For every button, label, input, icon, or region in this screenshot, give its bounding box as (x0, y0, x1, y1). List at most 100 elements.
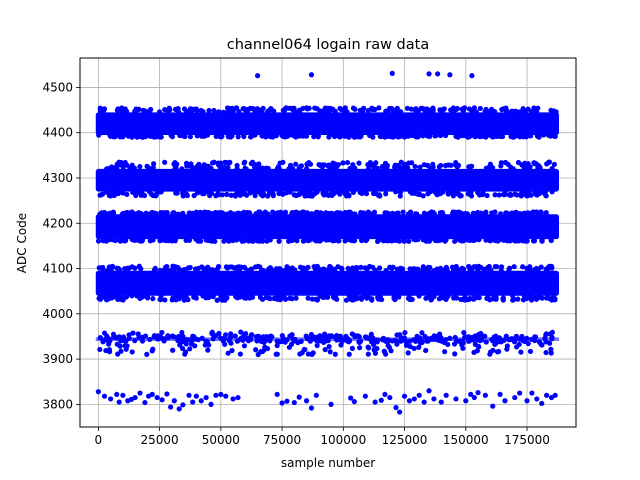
data-point (552, 295, 558, 302)
data-point (180, 190, 186, 196)
data-point (229, 347, 235, 354)
data-point (371, 347, 377, 353)
data-point (134, 189, 140, 196)
data-point (470, 296, 476, 302)
data-point (358, 264, 364, 270)
data-point (458, 132, 464, 138)
data-point (432, 189, 439, 196)
data-point (158, 293, 164, 299)
data-point (350, 266, 356, 272)
outlier-point (552, 392, 558, 398)
outlier-point (132, 394, 138, 401)
data-point (185, 265, 191, 271)
data-point (383, 237, 389, 243)
data-point (215, 264, 222, 270)
data-point (210, 211, 216, 217)
data-point (235, 134, 241, 140)
data-point (238, 329, 244, 335)
data-point (372, 160, 379, 166)
data-point (126, 210, 133, 216)
data-point (252, 132, 258, 138)
data-point (300, 105, 306, 112)
outlier-point (438, 399, 444, 405)
data-point (183, 160, 190, 166)
y-tick-label: 3800 (42, 397, 73, 411)
data-point (228, 340, 234, 346)
data-point (340, 160, 346, 166)
data-point (286, 238, 292, 244)
data-point (499, 133, 506, 140)
data-point (393, 189, 399, 195)
data-point (368, 331, 374, 337)
data-point (213, 133, 219, 140)
data-point (291, 192, 297, 198)
outlier-point (313, 392, 319, 398)
data-point (286, 132, 292, 138)
data-point (252, 264, 259, 270)
data-point (289, 332, 295, 338)
data-point (549, 329, 555, 336)
data-point (336, 238, 342, 244)
data-point (246, 238, 252, 244)
data-point (472, 133, 478, 139)
data-point (114, 107, 120, 113)
data-point (461, 330, 467, 336)
data-point (436, 331, 443, 337)
data-point (524, 238, 530, 244)
data-point (276, 238, 282, 244)
data-point (303, 266, 309, 272)
data-point (466, 164, 472, 170)
data-point (521, 165, 527, 171)
data-point (416, 107, 422, 113)
data-point (174, 190, 180, 196)
data-point (416, 293, 422, 299)
data-point (322, 346, 328, 353)
data-point (170, 347, 176, 353)
data-point (397, 189, 404, 195)
data-point (314, 342, 320, 349)
data-point (401, 134, 408, 140)
data-point (383, 267, 389, 274)
x-tick-label: 0 (95, 433, 103, 447)
data-point (332, 165, 338, 171)
data-point (535, 266, 541, 272)
outlier-point (171, 398, 177, 404)
data-point (421, 162, 427, 168)
data-point (415, 266, 421, 272)
data-point (344, 159, 351, 166)
data-point (276, 190, 282, 197)
data-point (305, 295, 311, 301)
outlier-point (463, 398, 469, 404)
data-point (442, 349, 448, 355)
data-point (326, 343, 332, 350)
data-point (549, 189, 555, 195)
data-point (365, 210, 371, 216)
data-point (259, 211, 265, 217)
data-point (375, 238, 381, 244)
data-point (455, 162, 462, 168)
data-point (394, 332, 400, 338)
outlier-point (524, 398, 530, 404)
data-point (117, 134, 123, 140)
data-point (209, 238, 215, 244)
outlier-point (447, 72, 453, 78)
data-point (306, 105, 312, 111)
data-point (306, 160, 312, 166)
data-point (365, 344, 371, 350)
data-point (450, 267, 457, 274)
data-point (506, 267, 512, 273)
data-point (244, 267, 250, 273)
data-point (539, 295, 545, 301)
data-point (277, 160, 283, 166)
data-point (492, 341, 498, 347)
data-point (130, 189, 136, 195)
data-point (543, 295, 550, 301)
data-point (382, 160, 389, 166)
data-point (255, 351, 261, 358)
data-point (129, 134, 135, 140)
data-point (354, 333, 361, 339)
data-point (375, 165, 381, 171)
data-point (327, 105, 333, 111)
data-point (115, 265, 122, 272)
data-point (347, 209, 353, 215)
